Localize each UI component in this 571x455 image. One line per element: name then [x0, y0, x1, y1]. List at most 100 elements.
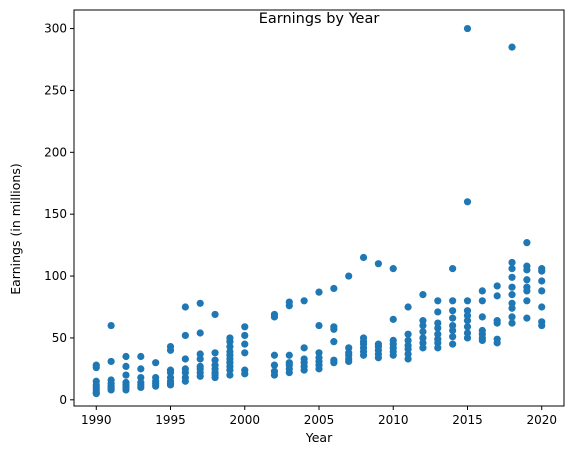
data-point [270, 361, 279, 369]
data-point [330, 325, 338, 333]
data-point [345, 357, 353, 366]
data-point [493, 319, 501, 327]
data-point [538, 267, 546, 275]
data-point [434, 330, 442, 338]
y-axis-label: Earnings (in millions) [8, 163, 23, 295]
data-point [241, 323, 249, 331]
data-point [449, 314, 457, 322]
data-point [404, 350, 412, 358]
data-point [389, 351, 397, 359]
data-point [538, 277, 546, 285]
data-point [434, 297, 442, 305]
data-point [538, 287, 546, 295]
data-point [463, 307, 472, 315]
data-point [463, 198, 472, 206]
data-point [196, 299, 204, 307]
axis-ticks: 1990 1995 2000 2005 2010 2015 2020 0 50 100 150 200… [44, 22, 557, 427]
data-point [285, 368, 293, 377]
data-point [508, 273, 516, 281]
data-point [523, 314, 531, 322]
data-point [478, 313, 486, 321]
data-point [166, 381, 175, 389]
data-point [315, 321, 323, 330]
data-point [122, 362, 130, 370]
y-tick-label: 50 [52, 331, 67, 345]
data-point [226, 371, 234, 379]
data-point [152, 359, 160, 367]
data-point [211, 310, 219, 319]
data-point [463, 329, 472, 337]
y-tick-label: 300 [44, 22, 67, 36]
x-tick-label: 2015 [452, 413, 483, 427]
data-point [300, 297, 308, 305]
data-point [508, 304, 516, 312]
chart-title: Earnings by Year [259, 11, 380, 27]
data-point [166, 368, 175, 377]
data-point [493, 292, 501, 300]
data-point [389, 315, 397, 323]
data-point [404, 345, 412, 353]
data-point [226, 343, 234, 351]
data-point [270, 371, 279, 379]
data-point [374, 354, 382, 362]
data-point [152, 382, 160, 390]
data-point [137, 352, 145, 361]
data-point [538, 303, 546, 311]
data-point [137, 383, 145, 392]
data-point [181, 303, 189, 311]
data-point [463, 317, 472, 325]
data-point [449, 307, 457, 315]
data-point [107, 386, 115, 394]
data-point [523, 239, 531, 247]
x-tick-label: 2020 [526, 413, 557, 427]
data-point [107, 321, 115, 330]
data-point [211, 356, 219, 364]
data-point [478, 287, 486, 295]
data-point [196, 372, 204, 380]
data-point [241, 349, 249, 357]
data-point [359, 253, 368, 262]
data-point [122, 386, 130, 394]
data-point [181, 368, 189, 377]
data-point [315, 288, 323, 296]
data-point [478, 297, 486, 305]
data-points [92, 24, 546, 398]
data-point [419, 321, 427, 330]
data-point [270, 351, 279, 359]
data-point [493, 282, 501, 290]
data-point [419, 291, 427, 299]
data-point [330, 338, 338, 346]
data-point [404, 303, 412, 311]
data-point [478, 336, 486, 345]
data-point [449, 333, 457, 341]
data-point [419, 317, 427, 325]
data-point [538, 321, 546, 330]
y-tick-label: 250 [44, 83, 67, 97]
data-point [122, 352, 130, 361]
x-axis-label: Year [305, 430, 333, 445]
data-point [508, 313, 516, 321]
x-tick-label: 1990 [81, 413, 112, 427]
data-point [419, 344, 427, 352]
data-point [449, 340, 457, 348]
y-tick-label: 100 [44, 269, 67, 283]
y-tick-label: 200 [44, 145, 67, 159]
data-point [345, 272, 353, 280]
data-point [419, 334, 427, 342]
data-point [285, 302, 293, 310]
data-point [419, 328, 427, 336]
data-point [508, 291, 516, 299]
data-point [137, 373, 145, 382]
data-point [449, 297, 457, 305]
data-point [241, 331, 249, 340]
y-tick-label: 0 [59, 393, 67, 407]
data-point [196, 350, 204, 358]
data-point [463, 312, 472, 320]
data-point [523, 287, 531, 295]
data-point [434, 319, 442, 327]
x-tick-label: 1995 [155, 413, 186, 427]
x-tick-label: 2005 [304, 413, 335, 427]
data-point [330, 284, 338, 293]
data-point [523, 276, 531, 284]
